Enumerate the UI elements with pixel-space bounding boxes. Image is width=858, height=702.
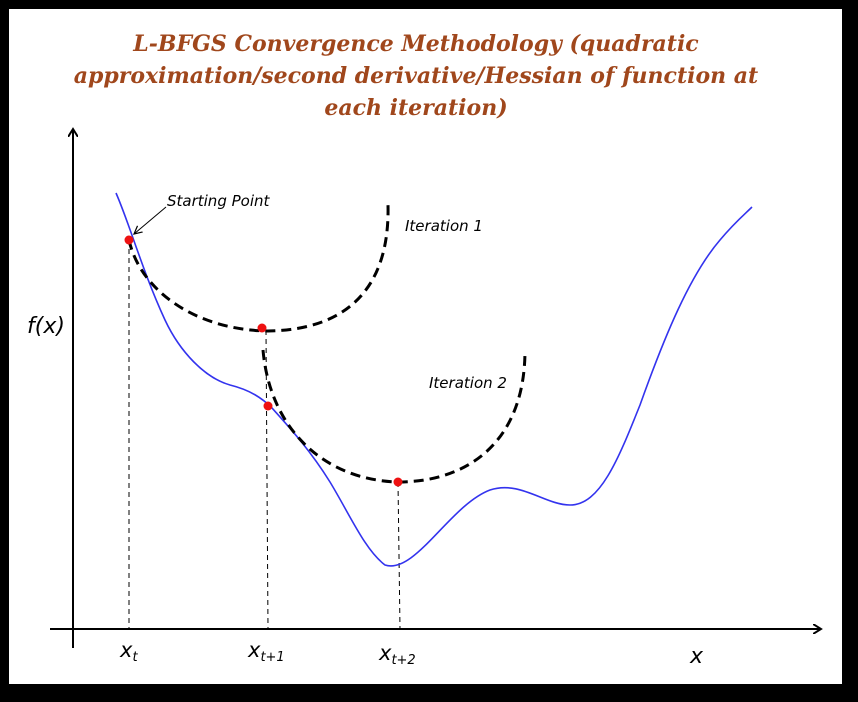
iteration-1-label: Iteration 1	[405, 217, 483, 235]
point-xt1-on-curve	[263, 401, 273, 411]
tick-xt: xt	[120, 638, 138, 665]
starting-point-pointer	[134, 206, 167, 234]
tick-xt2-sub: t+2	[391, 653, 416, 668]
starting-point-label: Starting Point	[167, 192, 270, 210]
point-starting	[124, 235, 134, 245]
iteration-1-parabola	[127, 204, 390, 333]
tick-xt1-base: x	[248, 638, 261, 662]
x-axis-label: x	[690, 644, 704, 669]
diagram-frame	[9, 9, 842, 684]
tick-xt-base: x	[120, 638, 133, 662]
tick-xt1: xt+1	[248, 638, 285, 665]
tick-xt2: xt+2	[379, 641, 416, 668]
tick-xt-sub: t	[132, 650, 138, 665]
iteration-2-parabola	[261, 349, 527, 484]
drop-line-xt1	[265, 329, 269, 630]
function-curve	[115, 192, 753, 567]
point-iteration-1-min	[257, 323, 267, 333]
drop-line-xt2	[397, 481, 401, 630]
y-axis-label: f(x)	[27, 314, 65, 339]
tick-xt1-sub: t+1	[260, 650, 285, 665]
iteration-2-label: Iteration 2	[429, 374, 507, 392]
tick-xt2-base: x	[379, 641, 392, 665]
diagram-title: L-BFGS Convergence Methodology (quadrati…	[73, 31, 759, 121]
point-iteration-2-min	[393, 477, 403, 487]
